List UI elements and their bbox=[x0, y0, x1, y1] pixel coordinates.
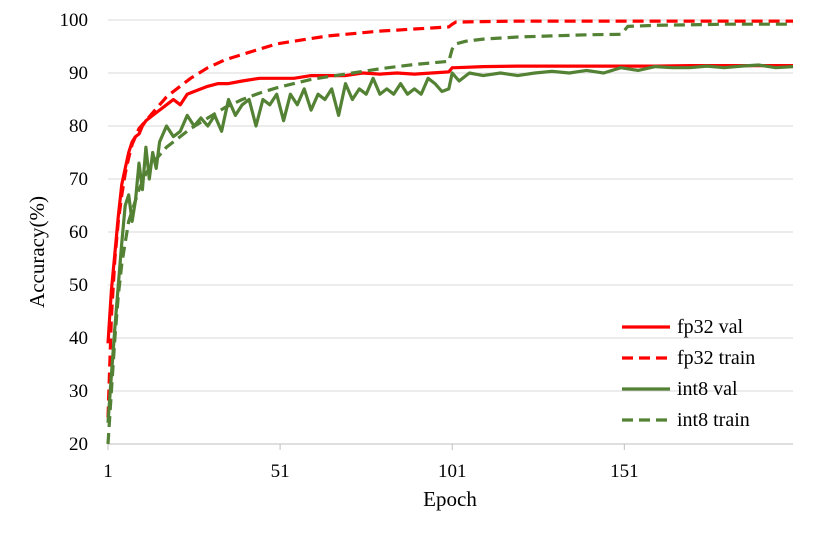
x-tick-label: 1 bbox=[103, 461, 113, 482]
y-tick-label: 100 bbox=[60, 10, 89, 31]
y-tick-label: 40 bbox=[69, 328, 88, 349]
y-tick-label: 30 bbox=[69, 381, 88, 402]
legend-label: fp32 train bbox=[677, 347, 755, 369]
y-tick-label: 60 bbox=[69, 222, 88, 243]
series-line-int8-val bbox=[106, 63, 794, 423]
series-lines bbox=[106, 19, 794, 445]
y-tick-label: 50 bbox=[69, 275, 88, 296]
y-tick-label: 90 bbox=[69, 63, 88, 84]
y-axis-title: Accuracy(%) bbox=[25, 196, 49, 308]
x-tick-label: 101 bbox=[438, 461, 467, 482]
series-line-fp32-val bbox=[106, 63, 793, 344]
legend: fp32 val fp32 train int8 val int8 train bbox=[622, 316, 755, 431]
y-tick-label: 80 bbox=[69, 116, 88, 137]
y-tick-label: 70 bbox=[69, 169, 88, 190]
x-tick-label: 151 bbox=[610, 461, 639, 482]
legend-label: int8 val bbox=[677, 378, 738, 400]
x-axis-title: Epoch bbox=[423, 487, 477, 511]
legend-label: int8 train bbox=[677, 409, 750, 431]
legend-label: fp32 val bbox=[677, 316, 744, 338]
y-tick-label: 20 bbox=[69, 434, 88, 455]
series-line-int8-train bbox=[106, 22, 793, 445]
series-line-fp32-train bbox=[106, 19, 793, 418]
x-tick-label: 51 bbox=[271, 461, 290, 482]
